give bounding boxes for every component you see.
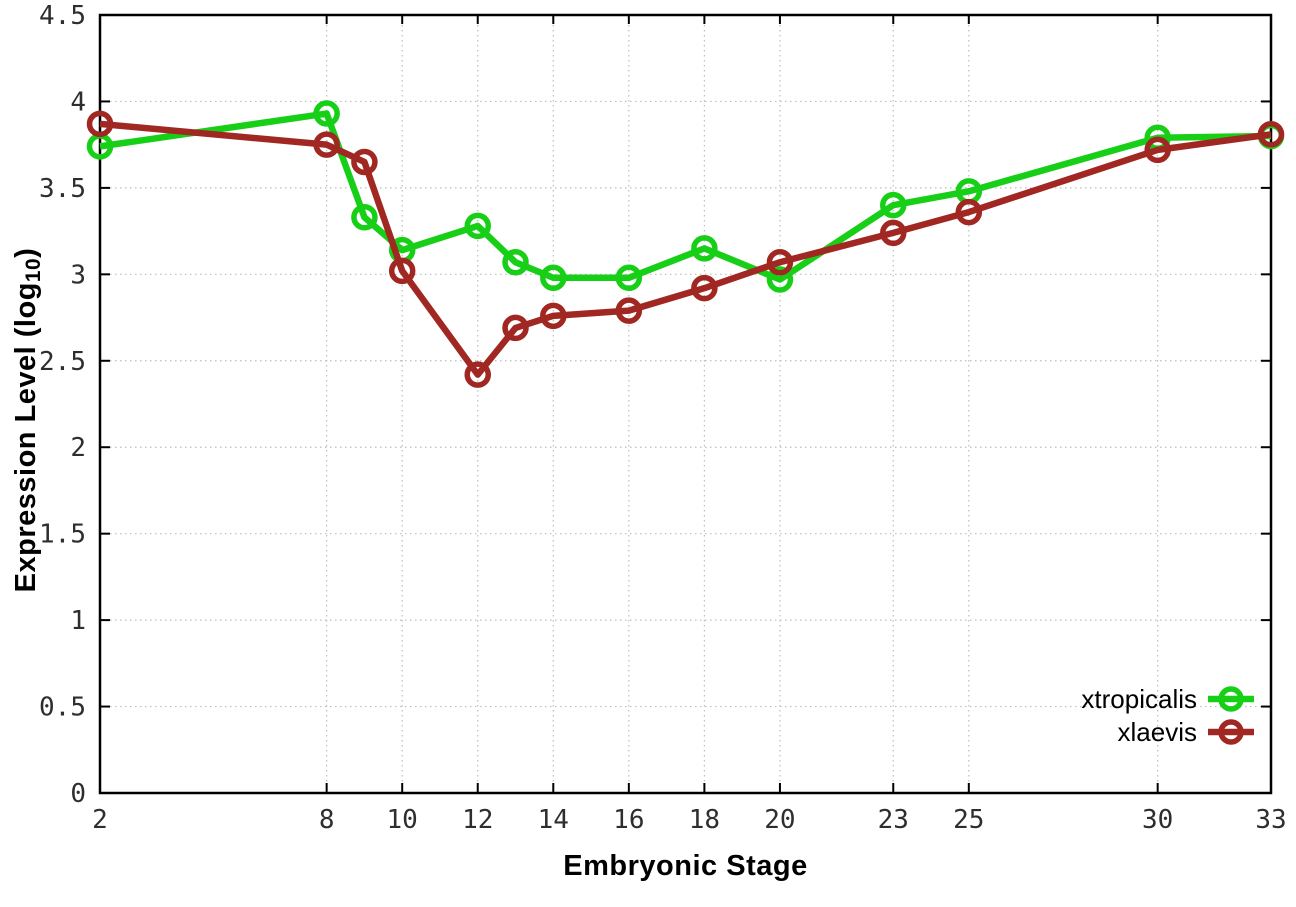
data-point-xlaevis-stage-13: [502, 314, 529, 342]
data-point-xtropicalis-stage-16: [615, 264, 643, 292]
x-tick-label-12: 12: [462, 805, 493, 835]
data-point-xlaevis-stage-14: [540, 302, 567, 330]
data-point-xlaevis-stage-12: [464, 361, 491, 388]
data-point-xlaevis-stage-9: [351, 148, 378, 176]
series-line-xlaevis: [99, 120, 1272, 378]
x-tick-label-30: 30: [1142, 805, 1173, 835]
y-axis-title-subscript: 10: [22, 257, 46, 283]
y-axis-title: Expression Level (log10): [10, 248, 46, 593]
y-tick-label-2: 2: [70, 433, 86, 463]
x-tick-label-23: 23: [878, 805, 909, 835]
grid-lines: [99, 14, 1272, 794]
data-point-xlaevis-stage-33: [1257, 121, 1285, 148]
y-tick-label-3.5: 3.5: [39, 174, 86, 204]
y-axis-title-text: Expression Level (log: [9, 282, 42, 593]
data-point-xtropicalis-stage-20: [766, 266, 794, 293]
legend-row-xtropicalis: xtropicalis: [1081, 683, 1255, 714]
data-point-xlaevis-stage-18: [691, 274, 718, 302]
data-point-xlaevis-stage-10: [388, 257, 416, 285]
legend-label-xtropicalis: xtropicalis: [1081, 683, 1197, 714]
y-tick-label-1.5: 1.5: [39, 520, 86, 550]
data-point-xtropicalis-stage-9: [351, 204, 378, 231]
y-tick-label-0.5: 0.5: [39, 693, 86, 723]
data-point-xtropicalis-stage-18: [691, 235, 718, 262]
plot-border: [98, 13, 1273, 795]
y-tick-label-0: 0: [70, 779, 86, 809]
data-point-xlaevis-stage-20: [766, 248, 794, 276]
legend: xtropicalis xlaevis: [1081, 683, 1255, 747]
y-tick-label-4: 4: [70, 87, 86, 117]
data-point-xtropicalis-stage-14: [540, 264, 567, 292]
series-xlaevis: [86, 110, 1285, 388]
data-point-xtropicalis-stage-12: [464, 212, 491, 240]
y-tick-label-3: 3: [70, 260, 86, 290]
series-xtropicalis: [86, 100, 1285, 293]
legend-row-xlaevis: xlaevis: [1081, 716, 1255, 747]
xtropicalis-line-point-icon: [1208, 686, 1254, 712]
xlaevis-line-point-icon: [1208, 719, 1254, 745]
data-point-xtropicalis-stage-23: [880, 191, 907, 219]
x-tick-label-10: 10: [387, 805, 418, 835]
data-point-xtropicalis-stage-8: [313, 100, 340, 127]
data-point-xtropicalis-stage-13: [502, 248, 529, 276]
data-point-xlaevis-stage-16: [615, 297, 643, 324]
x-tick-label-25: 25: [953, 805, 984, 835]
x-tick-label-8: 8: [319, 805, 335, 835]
data-point-xlaevis-stage-8: [313, 131, 340, 158]
data-point-xlaevis-stage-2: [86, 110, 114, 138]
y-tick-label-1: 1: [70, 606, 86, 636]
x-tick-label-16: 16: [613, 805, 644, 835]
x-axis-title: Embryonic Stage: [563, 850, 808, 882]
legend-label-xlaevis: xlaevis: [1117, 716, 1197, 747]
tick-labels: 2 8 10 12 14 16 18 20 23 25 30 33 0 0.5 1 1.5 2 2.5 3 3.5 4 4…: [39, 1, 1287, 835]
y-tick-label-4.5: 4.5: [39, 1, 86, 31]
data-point-xlaevis-stage-30: [1144, 136, 1171, 164]
data-point-xlaevis-stage-23: [880, 219, 907, 247]
y-tick-label-2.5: 2.5: [39, 347, 86, 377]
y-axis-title-close: ): [9, 247, 42, 258]
data-point-xlaevis-stage-25: [955, 198, 983, 226]
x-tick-label-14: 14: [538, 805, 569, 835]
x-tick-label-20: 20: [764, 805, 795, 835]
x-tick-label-2: 2: [92, 805, 108, 835]
x-tick-label-18: 18: [689, 805, 720, 835]
x-tick-label-33: 33: [1255, 805, 1286, 835]
plot-border-and-ticks: [98, 13, 1273, 795]
